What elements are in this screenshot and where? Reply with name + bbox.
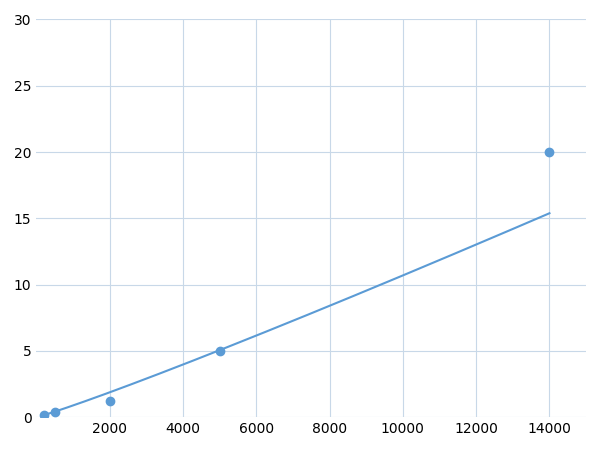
Point — [39, 411, 49, 418]
Point — [50, 408, 59, 415]
Point — [545, 148, 554, 156]
Point — [105, 398, 115, 405]
Point — [215, 347, 224, 355]
